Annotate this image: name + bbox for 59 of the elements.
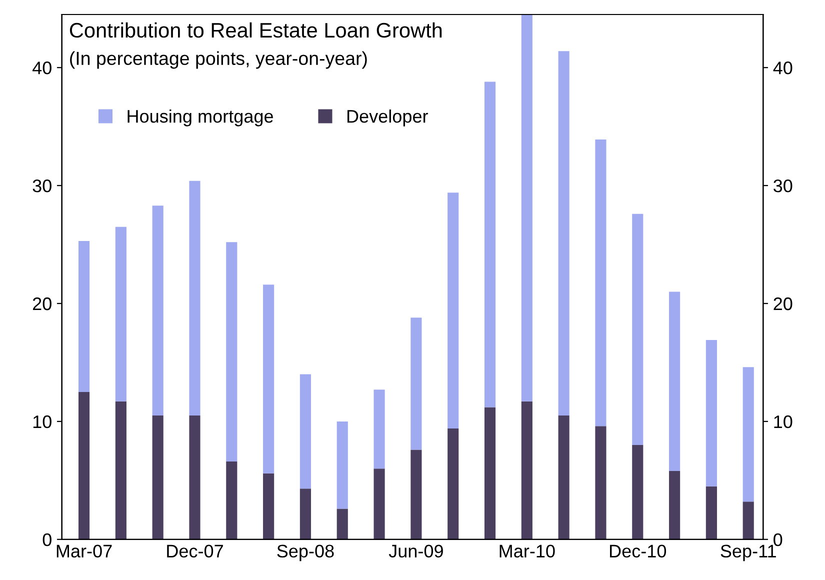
chart-title: Contribution to Real Estate Loan Growth	[70, 22, 442, 38]
bar	[595, 140, 606, 426]
bar	[448, 192, 459, 429]
bar	[336, 421, 348, 509]
bar	[226, 242, 238, 462]
bar	[448, 428, 459, 540]
bar	[152, 416, 164, 540]
y-tick-label: 0	[42, 533, 52, 546]
bar	[78, 392, 90, 540]
x-tick-label: Sep-08	[277, 544, 334, 562]
bar	[632, 214, 644, 446]
bar	[706, 486, 717, 540]
bar	[632, 445, 644, 540]
y-tick-label: 40	[32, 62, 52, 74]
bar	[78, 240, 90, 392]
x-tick-label: Mar-07	[56, 544, 112, 558]
bar	[484, 407, 496, 540]
bar	[189, 416, 200, 540]
y2-tick-label: 30	[774, 179, 792, 192]
x-tick-label: Dec-07	[167, 544, 223, 558]
bar	[595, 426, 606, 540]
x-tick-label: Mar-10	[500, 544, 555, 558]
x-tick-label: Jun-09	[388, 544, 443, 558]
x-tick-label: Sep-11	[720, 544, 776, 562]
legend-label: Developer	[347, 109, 428, 126]
bar	[706, 340, 717, 486]
bar	[742, 502, 754, 540]
bar	[410, 318, 422, 450]
bar	[669, 470, 680, 540]
legend-label: Housing mortgage	[128, 109, 273, 126]
y-tick-label: 10	[33, 415, 52, 428]
text: (In percentage points, year-on-year)	[70, 51, 367, 69]
y-tick-label: 30	[32, 179, 52, 192]
bar	[189, 180, 200, 416]
y2-tick-label: 0	[774, 533, 782, 546]
y2-tick-label: 10	[774, 415, 792, 428]
bar	[263, 284, 274, 474]
bar	[374, 468, 385, 540]
bar	[336, 508, 348, 540]
y2-tick-label: 40	[773, 62, 792, 74]
y-tick-label: 20	[32, 297, 52, 310]
bar	[521, 14, 532, 402]
bar	[410, 450, 422, 540]
bar	[115, 226, 126, 402]
bar	[558, 51, 570, 416]
bar	[558, 416, 570, 540]
x-tick-label: Dec-10	[610, 544, 666, 558]
bar	[742, 367, 754, 502]
bar	[263, 473, 274, 540]
bar	[374, 390, 385, 469]
y2-tick-label: 20	[774, 297, 792, 310]
bar	[152, 206, 164, 416]
bar	[300, 488, 312, 540]
bar	[669, 292, 680, 471]
bar	[484, 82, 496, 408]
bar	[521, 401, 532, 540]
bar	[115, 401, 126, 540]
bar	[226, 462, 238, 540]
bar	[300, 374, 312, 489]
